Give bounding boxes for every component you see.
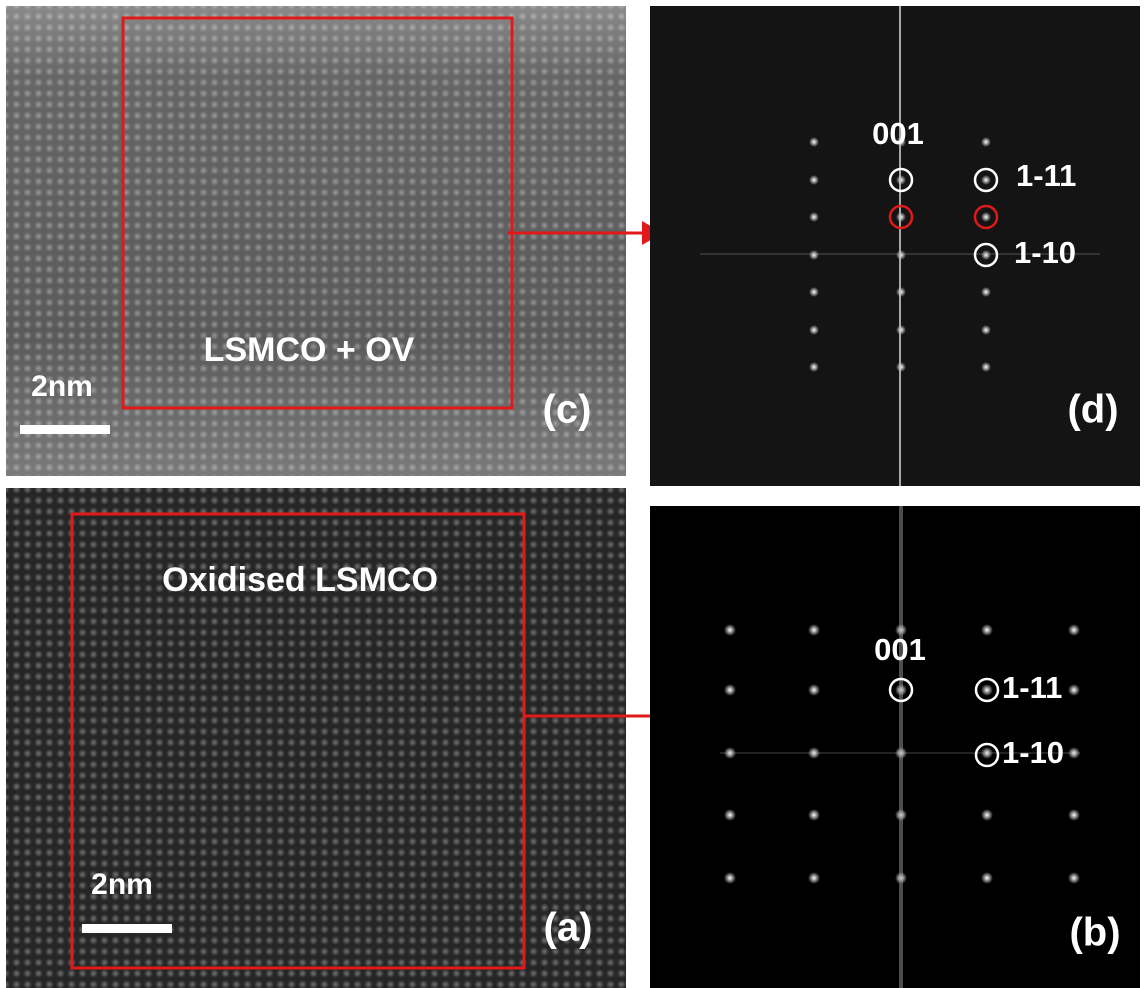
scale-bar-label: 2nm <box>91 868 153 901</box>
diffraction-spot <box>981 624 993 636</box>
scale-bar-label: 2nm <box>31 370 93 403</box>
diffraction-spot <box>1068 872 1080 884</box>
caption: Oxidised LSMCO <box>162 561 438 599</box>
panel-c: LSMCO + OV 2nm (c) <box>6 6 626 476</box>
diffraction-spot <box>809 250 819 260</box>
diffraction-spot <box>981 212 991 222</box>
diffraction-spot <box>724 872 736 884</box>
diffraction-spot <box>808 809 820 821</box>
scale-bar <box>82 924 172 933</box>
diffraction-spot <box>808 872 820 884</box>
diffraction-spot <box>1068 684 1080 696</box>
diffraction-spot <box>1068 809 1080 821</box>
diffraction-spot <box>981 175 991 185</box>
fft-image <box>650 506 1140 988</box>
panel-b: 001 1-11 1-10 (b) <box>650 506 1140 988</box>
figure: LSMCO + OV 2nm (c) 001 1-11 1-10 (d) Oxi… <box>0 0 1144 988</box>
diffraction-spot <box>724 684 736 696</box>
spot-label: 1-11 <box>1002 670 1062 705</box>
caption: LSMCO + OV <box>204 331 415 369</box>
spot-label: 1-10 <box>1002 735 1064 770</box>
diffraction-spot <box>981 362 991 372</box>
diffraction-spot <box>809 362 819 372</box>
diffraction-spot <box>809 175 819 185</box>
scale-bar <box>20 425 110 434</box>
panel-label: (a) <box>544 906 593 950</box>
diffraction-spot <box>981 872 993 884</box>
diffraction-spot <box>808 624 820 636</box>
diffraction-spot <box>809 212 819 222</box>
diffraction-spot <box>981 287 991 297</box>
panel-label: (d) <box>1067 388 1118 432</box>
panel-d: 001 1-11 1-10 (d) <box>650 6 1140 486</box>
diffraction-spot <box>724 624 736 636</box>
diffraction-spot <box>981 325 991 335</box>
spot-label: 001 <box>874 632 926 667</box>
diffraction-spot <box>981 137 991 147</box>
diffraction-spot <box>809 137 819 147</box>
spot-label: 1-10 <box>1014 235 1076 270</box>
diffraction-spot <box>808 684 820 696</box>
diffraction-spot <box>981 684 993 696</box>
panel-label: (b) <box>1069 911 1120 955</box>
diffraction-spot <box>724 809 736 821</box>
panel-a: Oxidised LSMCO 2nm (a) <box>6 488 626 988</box>
diffraction-spot <box>809 287 819 297</box>
lattice <box>6 6 626 476</box>
diffraction-spot <box>1068 624 1080 636</box>
diffraction-spot <box>809 325 819 335</box>
diffraction-spot <box>981 809 993 821</box>
panel-label: (c) <box>543 388 592 432</box>
diffraction-spot <box>981 250 991 260</box>
spot-label: 001 <box>872 116 924 151</box>
spot-label: 1-11 <box>1016 158 1076 193</box>
